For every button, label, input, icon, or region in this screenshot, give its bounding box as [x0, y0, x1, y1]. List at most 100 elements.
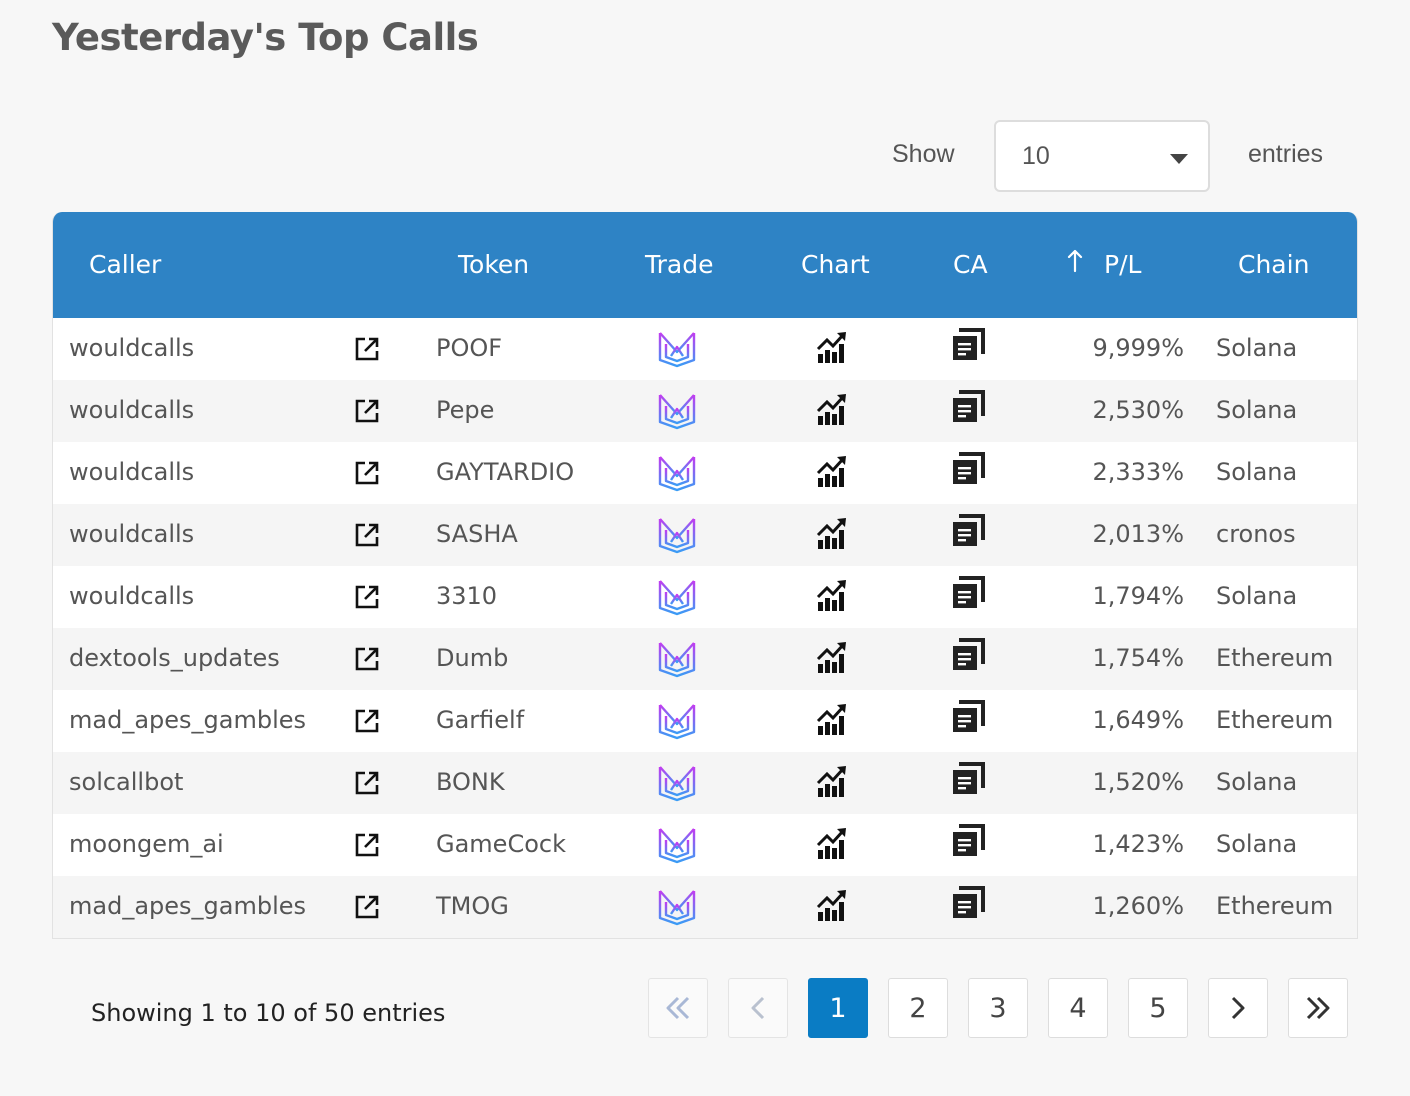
copy-document-icon[interactable] — [951, 638, 985, 672]
profit-loss-value: 1,520% — [1092, 768, 1184, 796]
table-row: mad_apes_gambles TMOG 1,260% Ethereum — [53, 876, 1357, 938]
page-5-button[interactable]: 5 — [1128, 978, 1188, 1038]
caller-name[interactable]: wouldcalls — [69, 334, 195, 362]
chain-name: Solana — [1216, 768, 1298, 796]
header-caller[interactable]: Caller — [89, 250, 162, 279]
chart-growth-icon[interactable] — [816, 516, 848, 550]
profit-loss-value: 9,999% — [1092, 334, 1184, 362]
token-name: SASHA — [436, 520, 518, 548]
header-pl[interactable]: P/L — [1104, 250, 1142, 279]
profit-loss-value: 1,423% — [1092, 830, 1184, 858]
external-link-icon[interactable] — [353, 769, 381, 797]
table-row: wouldcalls SASHA 2,013% cronos — [53, 504, 1357, 566]
chain-name: Solana — [1216, 582, 1298, 610]
chart-growth-icon[interactable] — [816, 330, 848, 364]
caller-name[interactable]: mad_apes_gambles — [69, 706, 307, 734]
copy-document-icon[interactable] — [951, 576, 985, 610]
next-page-button[interactable] — [1208, 978, 1268, 1038]
caller-name[interactable]: wouldcalls — [69, 458, 195, 486]
external-link-icon[interactable] — [353, 397, 381, 425]
caller-name[interactable]: mad_apes_gambles — [69, 892, 307, 920]
header-ca[interactable]: CA — [953, 250, 988, 279]
copy-document-icon[interactable] — [951, 514, 985, 548]
trade-logo-icon[interactable] — [657, 454, 697, 492]
header-chain[interactable]: Chain — [1238, 250, 1310, 279]
trade-logo-icon[interactable] — [657, 888, 697, 926]
chevron-left-icon — [751, 996, 765, 1020]
trade-logo-icon[interactable] — [657, 516, 697, 554]
table-row: mad_apes_gambles Garfielf 1,649% Ethereum — [53, 690, 1357, 752]
chart-growth-icon[interactable] — [816, 640, 848, 674]
external-link-icon[interactable] — [353, 893, 381, 921]
external-link-icon[interactable] — [353, 583, 381, 611]
chart-growth-icon[interactable] — [816, 702, 848, 736]
profit-loss-value: 1,794% — [1092, 582, 1184, 610]
copy-document-icon[interactable] — [951, 824, 985, 858]
chart-growth-icon[interactable] — [816, 764, 848, 798]
table-row: dextools_updates Dumb 1,754% Ethereum — [53, 628, 1357, 690]
token-name: GAYTARDIO — [436, 458, 575, 486]
external-link-icon[interactable] — [353, 459, 381, 487]
header-token[interactable]: Token — [458, 250, 530, 279]
table-row: wouldcalls POOF 9,999% Solana — [53, 318, 1357, 380]
profit-loss-value: 1,649% — [1092, 706, 1184, 734]
chart-growth-icon[interactable] — [816, 454, 848, 488]
chain-name: Solana — [1216, 334, 1298, 362]
table-row: solcallbot BONK 1,520% Solana — [53, 752, 1357, 814]
chain-name: Solana — [1216, 830, 1298, 858]
table-row: wouldcalls Pepe 2,530% Solana — [53, 380, 1357, 442]
trade-logo-icon[interactable] — [657, 764, 697, 802]
table-header: Caller Token Trade Chart CA P/L Chain — [53, 212, 1357, 318]
page-title: Yesterday's Top Calls — [52, 16, 479, 59]
external-link-icon[interactable] — [353, 707, 381, 735]
caller-name[interactable]: wouldcalls — [69, 582, 195, 610]
external-link-icon[interactable] — [353, 645, 381, 673]
last-page-button[interactable] — [1288, 978, 1348, 1038]
copy-document-icon[interactable] — [951, 390, 985, 424]
caller-name[interactable]: solcallbot — [69, 768, 184, 796]
chart-growth-icon[interactable] — [816, 888, 848, 922]
trade-logo-icon[interactable] — [657, 392, 697, 430]
trade-logo-icon[interactable] — [657, 702, 697, 740]
chart-growth-icon[interactable] — [816, 826, 848, 860]
token-name: Pepe — [436, 396, 495, 424]
sort-up-arrow-icon[interactable] — [1065, 248, 1085, 274]
header-chart[interactable]: Chart — [801, 250, 870, 279]
header-trade[interactable]: Trade — [645, 250, 714, 279]
table-row: wouldcalls GAYTARDIO 2,333% Solana — [53, 442, 1357, 504]
entries-label: entries — [1248, 140, 1324, 168]
entries-per-page-select[interactable]: 10 — [994, 120, 1210, 192]
chart-growth-icon[interactable] — [816, 578, 848, 612]
trade-logo-icon[interactable] — [657, 578, 697, 616]
page-2-button[interactable]: 2 — [888, 978, 948, 1038]
trade-logo-icon[interactable] — [657, 330, 697, 368]
caller-name[interactable]: dextools_updates — [69, 644, 280, 672]
previous-page-button[interactable] — [728, 978, 788, 1038]
copy-document-icon[interactable] — [951, 328, 985, 362]
profit-loss-value: 2,333% — [1092, 458, 1184, 486]
profit-loss-value: 2,530% — [1092, 396, 1184, 424]
external-link-icon[interactable] — [353, 831, 381, 859]
caret-down-icon — [1170, 154, 1188, 164]
chain-name: Solana — [1216, 458, 1298, 486]
page-1-button[interactable]: 1 — [808, 978, 868, 1038]
page-4-button[interactable]: 4 — [1048, 978, 1108, 1038]
copy-document-icon[interactable] — [951, 452, 985, 486]
external-link-icon[interactable] — [353, 335, 381, 363]
chart-growth-icon[interactable] — [816, 392, 848, 426]
caller-name[interactable]: wouldcalls — [69, 520, 195, 548]
copy-document-icon[interactable] — [951, 700, 985, 734]
external-link-icon[interactable] — [353, 521, 381, 549]
copy-document-icon[interactable] — [951, 886, 985, 920]
chain-name: Ethereum — [1216, 644, 1334, 672]
token-name: Dumb — [436, 644, 509, 672]
profit-loss-value: 1,260% — [1092, 892, 1184, 920]
caller-name[interactable]: wouldcalls — [69, 396, 195, 424]
trade-logo-icon[interactable] — [657, 826, 697, 864]
token-name: 3310 — [436, 582, 498, 610]
page-3-button[interactable]: 3 — [968, 978, 1028, 1038]
first-page-button[interactable] — [648, 978, 708, 1038]
trade-logo-icon[interactable] — [657, 640, 697, 678]
copy-document-icon[interactable] — [951, 762, 985, 796]
caller-name[interactable]: moongem_ai — [69, 830, 224, 858]
